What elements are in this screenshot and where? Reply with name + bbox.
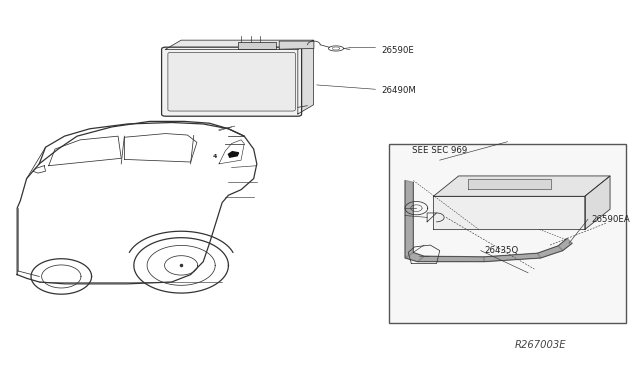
Polygon shape (405, 180, 413, 258)
Text: 26590EA: 26590EA (591, 215, 630, 224)
Polygon shape (468, 179, 552, 189)
Polygon shape (484, 253, 541, 262)
FancyBboxPatch shape (168, 52, 295, 111)
FancyBboxPatch shape (161, 47, 301, 116)
Polygon shape (238, 42, 276, 49)
Text: 26490M: 26490M (381, 86, 416, 94)
Polygon shape (165, 40, 314, 49)
Text: SEE SEC 969: SEE SEC 969 (412, 147, 467, 155)
Polygon shape (558, 238, 572, 251)
Polygon shape (433, 176, 610, 196)
Polygon shape (538, 246, 563, 258)
Polygon shape (298, 40, 314, 114)
Polygon shape (228, 152, 239, 157)
Polygon shape (279, 41, 314, 49)
Text: 26590E: 26590E (381, 46, 414, 55)
Bar (389, 144, 626, 323)
Polygon shape (433, 196, 585, 230)
Polygon shape (405, 253, 424, 262)
Text: 4: 4 (212, 154, 217, 159)
Polygon shape (418, 256, 484, 262)
Polygon shape (585, 176, 610, 230)
Text: R267003E: R267003E (515, 340, 566, 350)
Text: 26435Q: 26435Q (484, 246, 518, 255)
